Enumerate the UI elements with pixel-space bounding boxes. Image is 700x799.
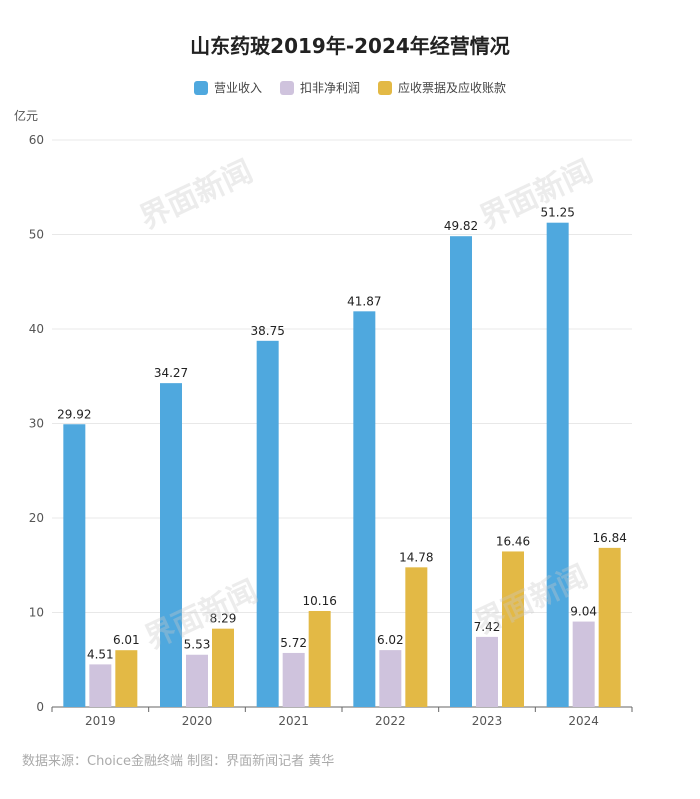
data-label: 29.92 bbox=[57, 407, 91, 421]
x-tick-label: 2020 bbox=[182, 714, 213, 728]
legend-item-net-profit[interactable]: 扣非净利润 bbox=[279, 79, 360, 96]
data-label: 38.75 bbox=[250, 324, 284, 338]
bar bbox=[212, 628, 234, 707]
legend: 营业收入 扣非净利润 应收票据及应收账款 bbox=[0, 79, 700, 96]
x-tick-label: 2021 bbox=[278, 714, 309, 728]
bar bbox=[160, 383, 182, 707]
y-tick-label: 60 bbox=[29, 133, 44, 147]
bar bbox=[308, 610, 331, 707]
y-tick-label: 0 bbox=[36, 700, 44, 714]
y-tick-label: 30 bbox=[29, 417, 44, 431]
data-label: 34.27 bbox=[154, 366, 188, 380]
y-tick-label: 20 bbox=[29, 511, 44, 525]
data-label: 16.84 bbox=[592, 531, 626, 545]
bar bbox=[476, 636, 498, 707]
legend-item-receivables[interactable]: 应收票据及应收账款 bbox=[378, 79, 506, 96]
y-tick-label: 40 bbox=[29, 322, 44, 336]
data-label: 41.87 bbox=[347, 294, 381, 308]
data-label: 14.78 bbox=[399, 550, 433, 564]
bar bbox=[256, 340, 279, 707]
data-label: 8.29 bbox=[210, 612, 237, 626]
data-label: 51.25 bbox=[540, 206, 574, 220]
data-label: 6.01 bbox=[113, 633, 140, 647]
bar bbox=[89, 664, 112, 707]
data-label: 9.04 bbox=[570, 605, 597, 619]
x-tick-label: 2022 bbox=[375, 714, 406, 728]
legend-label-receivables: 应收票据及应收账款 bbox=[398, 81, 507, 95]
bar bbox=[379, 650, 402, 707]
x-tick-label: 2019 bbox=[85, 714, 116, 728]
bar bbox=[546, 222, 569, 707]
y-tick-label: 10 bbox=[29, 606, 44, 620]
x-tick-label: 2023 bbox=[472, 714, 503, 728]
bar bbox=[450, 236, 472, 708]
bar bbox=[353, 311, 376, 707]
bar bbox=[572, 621, 595, 707]
bar bbox=[405, 567, 428, 707]
legend-swatch-net-profit bbox=[279, 80, 294, 95]
bar bbox=[282, 652, 305, 707]
legend-swatch-receivables bbox=[378, 80, 392, 95]
data-label: 7.42 bbox=[474, 620, 501, 634]
y-axis-unit: 亿元 bbox=[14, 109, 39, 123]
bar bbox=[598, 547, 621, 707]
bar bbox=[186, 654, 208, 707]
chart-title: 山东药玻2019年-2024年经营情况 bbox=[190, 34, 510, 58]
bar bbox=[63, 424, 86, 707]
data-label: 4.51 bbox=[87, 647, 114, 661]
data-label: 5.72 bbox=[280, 636, 307, 650]
legend-label-revenue: 营业收入 bbox=[213, 81, 262, 95]
x-tick-label: 2024 bbox=[568, 714, 599, 728]
bar bbox=[502, 551, 524, 707]
data-label: 6.02 bbox=[377, 633, 404, 647]
source-note: 数据来源：Choice金融终端 制图：界面新闻记者 黄华 bbox=[22, 754, 335, 769]
bar bbox=[115, 650, 138, 707]
legend-swatch-revenue bbox=[193, 80, 208, 95]
data-label: 5.53 bbox=[184, 638, 211, 652]
data-label: 49.82 bbox=[444, 219, 478, 233]
y-tick-label: 50 bbox=[29, 228, 44, 242]
data-label: 16.46 bbox=[496, 534, 530, 548]
legend-item-revenue[interactable]: 营业收入 bbox=[193, 79, 262, 96]
data-label: 10.16 bbox=[302, 594, 336, 608]
legend-label-net-profit: 扣非净利润 bbox=[299, 81, 360, 95]
